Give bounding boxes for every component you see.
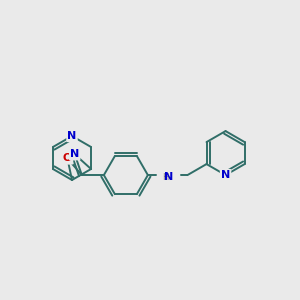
Text: H: H [163,172,169,182]
Text: N: N [221,170,230,180]
Text: N: N [70,149,79,159]
Text: N: N [164,172,173,182]
Text: N: N [68,131,76,141]
Text: O: O [63,154,72,164]
